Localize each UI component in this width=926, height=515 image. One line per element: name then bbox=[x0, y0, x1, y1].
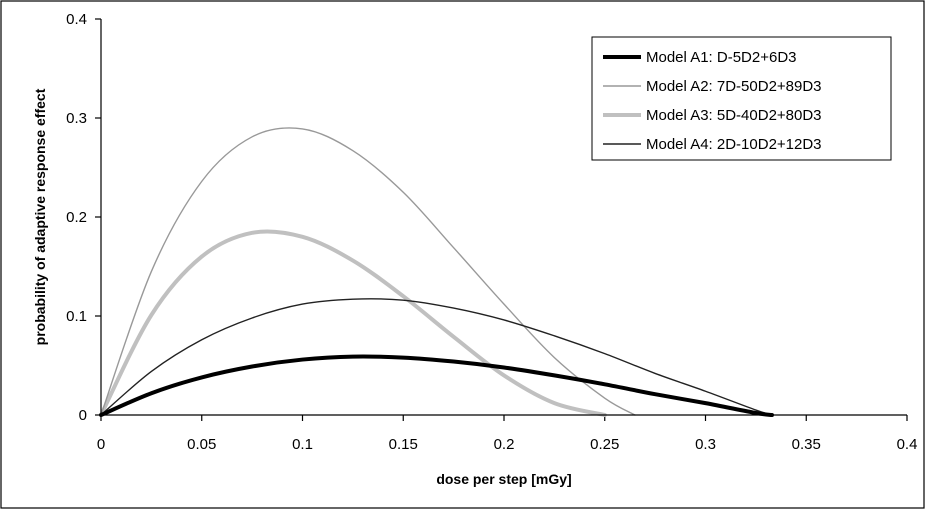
legend-label: Model A1: D-5D2+6D3 bbox=[646, 49, 797, 66]
x-tick-label: 0.1 bbox=[292, 436, 313, 453]
legend-item-a1: Model A1: D-5D2+6D3 bbox=[603, 49, 797, 66]
legend: Model A1: D-5D2+6D3 Model A2: 7D-50D2+89D… bbox=[591, 36, 892, 161]
y-tick-label: 0 bbox=[79, 407, 87, 424]
x-tick-label: 0.15 bbox=[389, 436, 418, 453]
series-a2-line bbox=[100, 127, 636, 416]
legend-label: Model A4: 2D-10D2+12D3 bbox=[646, 136, 822, 153]
series-a4-line bbox=[100, 298, 773, 416]
x-tick-label: 0.2 bbox=[494, 436, 515, 453]
legend-box bbox=[591, 36, 892, 161]
y-tick-label: 0.4 bbox=[66, 11, 87, 28]
y-tick-label: 0.3 bbox=[66, 110, 87, 127]
legend-item-a2: Model A2: 7D-50D2+89D3 bbox=[603, 78, 822, 95]
y-tick-label: 0.2 bbox=[66, 209, 87, 226]
x-tick-label: 0.3 bbox=[695, 436, 716, 453]
series-a1-line bbox=[99, 354, 774, 417]
y-axis-ticks: 0 0.1 0.2 0.3 0.4 bbox=[66, 11, 101, 424]
legend-item-a3: Model A3: 5D-40D2+80D3 bbox=[603, 107, 822, 124]
legend-items: Model A1: D-5D2+6D3 Model A2: 7D-50D2+89D… bbox=[603, 49, 822, 153]
x-axis-ticks: 0 0.05 0.1 0.15 0.2 0.25 0.3 0.35 0.4 bbox=[97, 415, 918, 453]
x-tick-label: 0.05 bbox=[187, 436, 216, 453]
series-a3-line bbox=[99, 229, 607, 417]
series-layer bbox=[99, 127, 774, 417]
legend-label: Model A2: 7D-50D2+89D3 bbox=[646, 78, 822, 95]
legend-item-a4: Model A4: 2D-10D2+12D3 bbox=[603, 136, 822, 153]
x-tick-label: 0.4 bbox=[897, 436, 918, 453]
x-axis-title: dose per step [mGy] bbox=[436, 471, 571, 487]
y-tick-label: 0.1 bbox=[66, 308, 87, 325]
y-axis-title: probability of adaptive response effect bbox=[32, 88, 48, 345]
x-tick-label: 0.35 bbox=[792, 436, 821, 453]
x-tick-label: 0.25 bbox=[590, 436, 619, 453]
legend-label: Model A3: 5D-40D2+80D3 bbox=[646, 107, 822, 124]
x-tick-label: 0 bbox=[97, 436, 105, 453]
